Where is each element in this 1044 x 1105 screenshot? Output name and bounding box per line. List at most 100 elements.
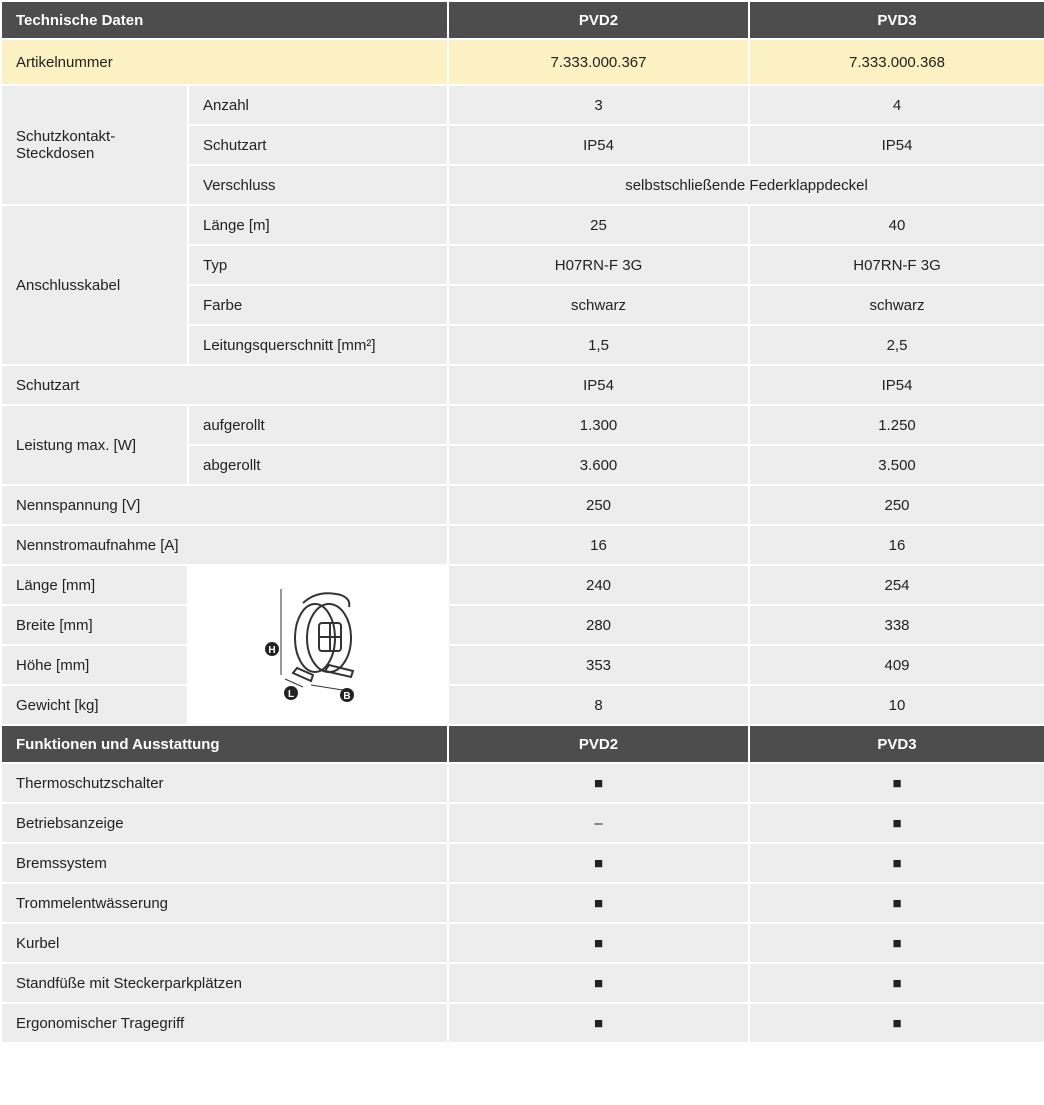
row: Artikelnummer 7.333.000.367 7.333.000.368 [0, 38, 1044, 86]
value-cell: IP54 [447, 364, 751, 406]
row-label: Länge [mm] [0, 564, 189, 606]
row: Schutzart IP54 IP54 [0, 364, 1044, 406]
reel-figure: H L B [265, 589, 355, 702]
group-label: Leistung max. [W] [0, 404, 189, 486]
value-cell: 240 [447, 564, 751, 606]
row-label: Typ [186, 244, 450, 286]
value-cell: 4 [748, 84, 1044, 126]
row: Verschluss selbstschließende Federklappde… [1, 164, 1044, 206]
row-label: Nennspannung [V] [0, 484, 450, 526]
row: Kurbel ■ ■ [0, 922, 1044, 964]
row-label: abgerollt [186, 444, 450, 486]
value-cell: 16 [748, 524, 1044, 566]
value-cell: 280 [447, 604, 751, 646]
reel-drawing [291, 663, 355, 683]
value-cell: ■ [447, 922, 751, 964]
row-label: Breite [mm] [0, 604, 189, 646]
value-cell: 3.600 [447, 444, 751, 486]
row: Nennspannung [V] 250 250 [0, 484, 1044, 526]
table-body: Technische Daten PVD2 PVD3 Artikelnummer 7.3… [0, 0, 1044, 1044]
dimension-badge [265, 642, 279, 656]
value-cell: ■ [748, 922, 1044, 964]
row-label: Farbe [186, 284, 450, 326]
value-cell: 1,5 [447, 324, 751, 366]
value-cell: selbstschließende Federklappdeckel [447, 164, 1044, 206]
header-cell: Funktionen und Ausstattung [0, 724, 450, 764]
row: Schutzart IP54 IP54 [1, 124, 1044, 166]
row-label: Standfüße mit Steckerparkplätzen [0, 962, 450, 1004]
value-cell: ■ [748, 842, 1044, 884]
row-label: Ergonomischer Tragegriff [0, 1002, 450, 1044]
group-label: Schutzkontakt-Steckdosen [0, 84, 189, 206]
row: Thermoschutzschalter ■ ■ [0, 762, 1044, 804]
dimension-badge [340, 688, 354, 702]
row: Gewicht [kg] 8 10 [0, 684, 1044, 726]
value-cell: ■ [447, 962, 751, 1004]
value-cell: 3.500 [748, 444, 1044, 486]
figure-cell: H L B [186, 564, 450, 726]
reel-drawing [302, 592, 351, 608]
header-cell: PVD2 [447, 0, 751, 40]
value-cell: 338 [748, 604, 1044, 646]
row: Bremssystem ■ ■ [0, 842, 1044, 884]
row: abgerollt 3.600 3.500 [1, 444, 1044, 486]
value-cell: 8 [447, 684, 751, 726]
value-cell: 25 [447, 204, 751, 246]
value-cell: schwarz [748, 284, 1044, 326]
row-label: Verschluss [186, 164, 450, 206]
row: Ergonomischer Tragegriff ■ ■ [0, 1002, 1044, 1044]
value-cell: 2,5 [748, 324, 1044, 366]
value-cell: 254 [748, 564, 1044, 606]
row-label: Trommelentwässerung [0, 882, 450, 924]
row: Länge [mm] H L B 240 254 [0, 564, 1044, 726]
header-cell: PVD3 [748, 0, 1044, 40]
value-cell: 3 [447, 84, 751, 126]
row-label: Schutzart [0, 364, 450, 406]
value-cell: 1.300 [447, 404, 751, 446]
value-cell: 10 [748, 684, 1044, 726]
value-cell: 250 [748, 484, 1044, 526]
value-cell: 409 [748, 644, 1044, 686]
value-cell: schwarz [447, 284, 751, 326]
value-cell: ■ [748, 762, 1044, 804]
value-cell: ■ [447, 842, 751, 884]
dimension-label: H [268, 645, 275, 656]
row: Anschlusskabel Länge [m] 25 40 [0, 204, 1044, 366]
group-label: Anschlusskabel [0, 204, 189, 366]
row-label: Höhe [mm] [0, 644, 189, 686]
row-label: Schutzart [186, 124, 450, 166]
value-cell: ■ [447, 762, 751, 804]
header-cell: PVD3 [748, 724, 1044, 764]
row-label: Nennstromaufnahme [A] [0, 524, 450, 566]
row-label: Länge [m] [186, 204, 450, 246]
value-cell: 40 [748, 204, 1044, 246]
value-cell: 16 [447, 524, 751, 566]
row-label: Artikelnummer [0, 38, 450, 86]
value-cell: ■ [748, 962, 1044, 1004]
row: Betriebsanzeige – ■ [0, 802, 1044, 844]
row-label: Bremssystem [0, 842, 450, 884]
value-cell: IP54 [447, 124, 751, 166]
row: Leistung max. [W] aufgerollt 1.300 1.250 [0, 404, 1044, 486]
value-cell: ■ [748, 1002, 1044, 1044]
dimension-badge [284, 686, 298, 700]
dimension-label: B [343, 691, 350, 702]
reel-drawing [284, 678, 304, 688]
row-label: Kurbel [0, 922, 450, 964]
dimension-label: L [288, 689, 294, 700]
header-row: Technische Daten PVD2 PVD3 [0, 0, 1044, 40]
value-cell: ■ [748, 882, 1044, 924]
header-cell: PVD2 [447, 724, 751, 764]
row-label: Betriebsanzeige [0, 802, 450, 844]
row: Schutzkontakt-Steckdosen Anzahl 3 4 [0, 84, 1044, 206]
row: Breite [mm] 280 338 [0, 604, 1044, 646]
value-cell: ■ [447, 1002, 751, 1044]
row: Leitungsquerschnitt [mm²] 1,5 2,5 [1, 324, 1044, 366]
spec-table: Technische Daten PVD2 PVD3 Artikelnummer 7.3… [0, 0, 1044, 1044]
value-cell: – [447, 802, 751, 844]
value-cell: 1.250 [748, 404, 1044, 446]
value-cell: H07RN-F 3G [447, 244, 751, 286]
value-cell: 7.333.000.367 [447, 38, 751, 86]
value-cell: 7.333.000.368 [748, 38, 1044, 86]
